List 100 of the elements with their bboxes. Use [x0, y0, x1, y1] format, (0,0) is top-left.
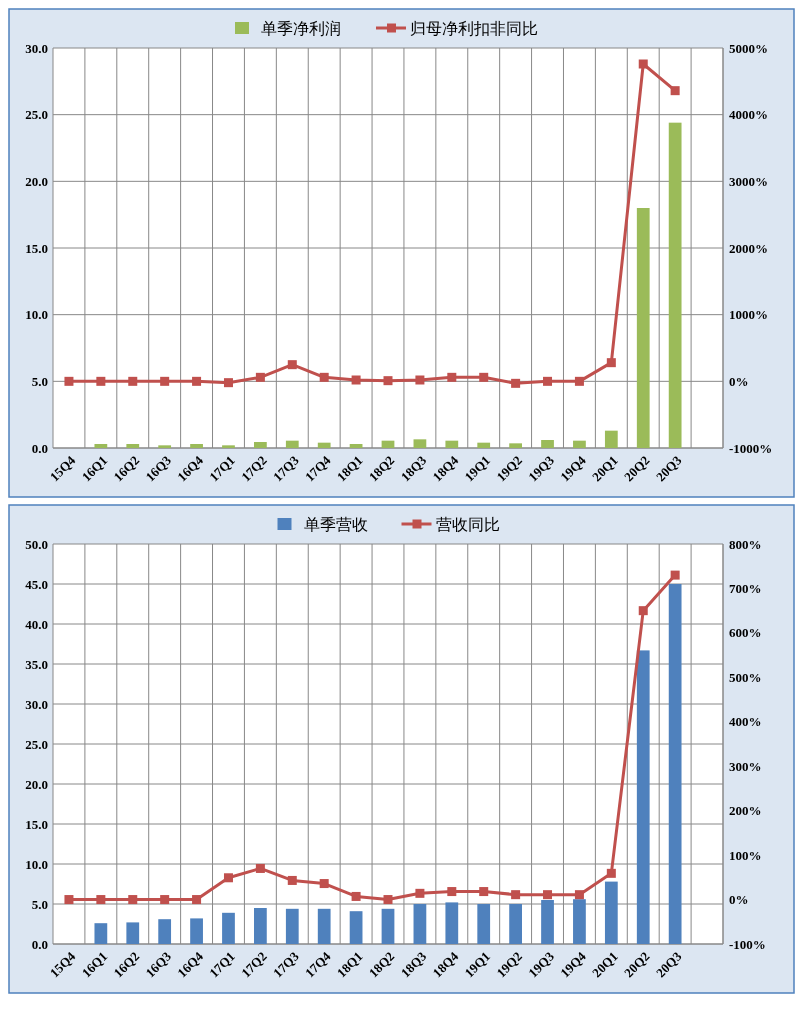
point: [479, 887, 489, 897]
bar: [477, 904, 491, 944]
point: [606, 358, 616, 368]
point: [192, 376, 202, 386]
point: [287, 360, 297, 370]
point: [64, 376, 74, 386]
point: [543, 376, 553, 386]
y2-tick-label: 2000%: [729, 240, 768, 256]
bar: [541, 900, 554, 944]
y-tick-label: 0.0: [31, 440, 48, 456]
bar: [445, 902, 459, 944]
bar: [254, 442, 267, 448]
legend-label: 归母净利扣非同比: [410, 18, 538, 38]
point: [255, 863, 265, 873]
point: [543, 890, 553, 900]
y2-tick-label: 100%: [729, 847, 762, 863]
bar: [477, 442, 491, 448]
point: [511, 890, 521, 900]
bar: [317, 908, 331, 944]
y2-tick-label: 0%: [729, 373, 749, 389]
y-tick-label: 15.0: [25, 816, 48, 832]
y-tick-label: 20.0: [25, 776, 48, 792]
point: [160, 376, 170, 386]
bar: [509, 904, 522, 944]
y-tick-label: 25.0: [25, 107, 48, 123]
y-tick-label: 10.0: [25, 307, 48, 323]
point: [255, 372, 265, 382]
y-tick-label: 35.0: [25, 656, 48, 672]
bar: [222, 912, 235, 944]
bar: [413, 439, 427, 448]
bar: [317, 442, 331, 448]
bar: [604, 430, 618, 448]
y-tick-label: 5.0: [31, 896, 48, 912]
point: [638, 606, 648, 616]
y2-tick-label: 300%: [729, 758, 762, 774]
y2-tick-label: 500%: [729, 669, 762, 685]
bar: [573, 899, 586, 944]
y-tick-label: 10.0: [25, 856, 48, 872]
bar: [636, 650, 650, 944]
y2-tick-label: 1000%: [729, 307, 768, 323]
y-tick-label: 30.0: [25, 696, 48, 712]
bar: [349, 444, 363, 448]
y2-tick-label: 700%: [729, 580, 762, 596]
bar: [190, 918, 203, 944]
point: [415, 888, 425, 898]
point: [96, 895, 106, 905]
bar: [668, 122, 682, 448]
point: [383, 895, 393, 905]
bar: [126, 444, 140, 448]
point: [287, 875, 297, 885]
y-tick-label: 30.0: [25, 40, 48, 56]
point: [160, 895, 170, 905]
point: [447, 372, 457, 382]
point: [223, 873, 233, 883]
bar: [573, 440, 586, 448]
y2-tick-label: 5000%: [729, 40, 768, 56]
bar: [285, 440, 299, 448]
legend-label: 单季营收: [303, 514, 368, 534]
y2-tick-label: 600%: [729, 625, 762, 641]
point: [574, 376, 584, 386]
y2-tick-label: -100%: [729, 936, 766, 952]
point: [606, 868, 616, 878]
point: [192, 895, 202, 905]
bar: [94, 444, 108, 448]
y-tick-label: 0.0: [31, 936, 48, 952]
y2-tick-label: 800%: [729, 536, 762, 552]
y2-tick-label: 4000%: [729, 107, 768, 123]
point: [351, 375, 361, 385]
point: [447, 887, 457, 897]
bar: [94, 923, 108, 944]
bar: [158, 445, 172, 448]
bar: [158, 919, 172, 944]
y-tick-label: 50.0: [25, 536, 48, 552]
bar: [285, 908, 299, 944]
y2-tick-label: 200%: [729, 803, 762, 819]
legend-label: 单季净利润: [261, 18, 341, 38]
point: [383, 376, 393, 386]
bar: [254, 908, 267, 944]
bar: [126, 922, 140, 944]
y2-tick-label: 400%: [729, 714, 762, 730]
bar: [222, 445, 235, 448]
point: [638, 59, 648, 69]
point: [479, 372, 489, 382]
point: [223, 378, 233, 388]
point: [670, 86, 680, 96]
bar: [668, 584, 682, 944]
point: [351, 891, 361, 901]
point: [96, 376, 106, 386]
y2-tick-label: 3000%: [729, 173, 768, 189]
bar: [541, 440, 554, 448]
y-tick-label: 45.0: [25, 576, 48, 592]
y2-tick-label: 0%: [729, 892, 749, 908]
bar: [604, 881, 618, 944]
bar: [349, 911, 363, 944]
point: [319, 879, 329, 889]
y-tick-label: 5.0: [31, 373, 48, 389]
point: [128, 895, 138, 905]
bar: [190, 444, 203, 448]
y-tick-label: 25.0: [25, 736, 48, 752]
legend-label: 营收同比: [435, 514, 500, 534]
